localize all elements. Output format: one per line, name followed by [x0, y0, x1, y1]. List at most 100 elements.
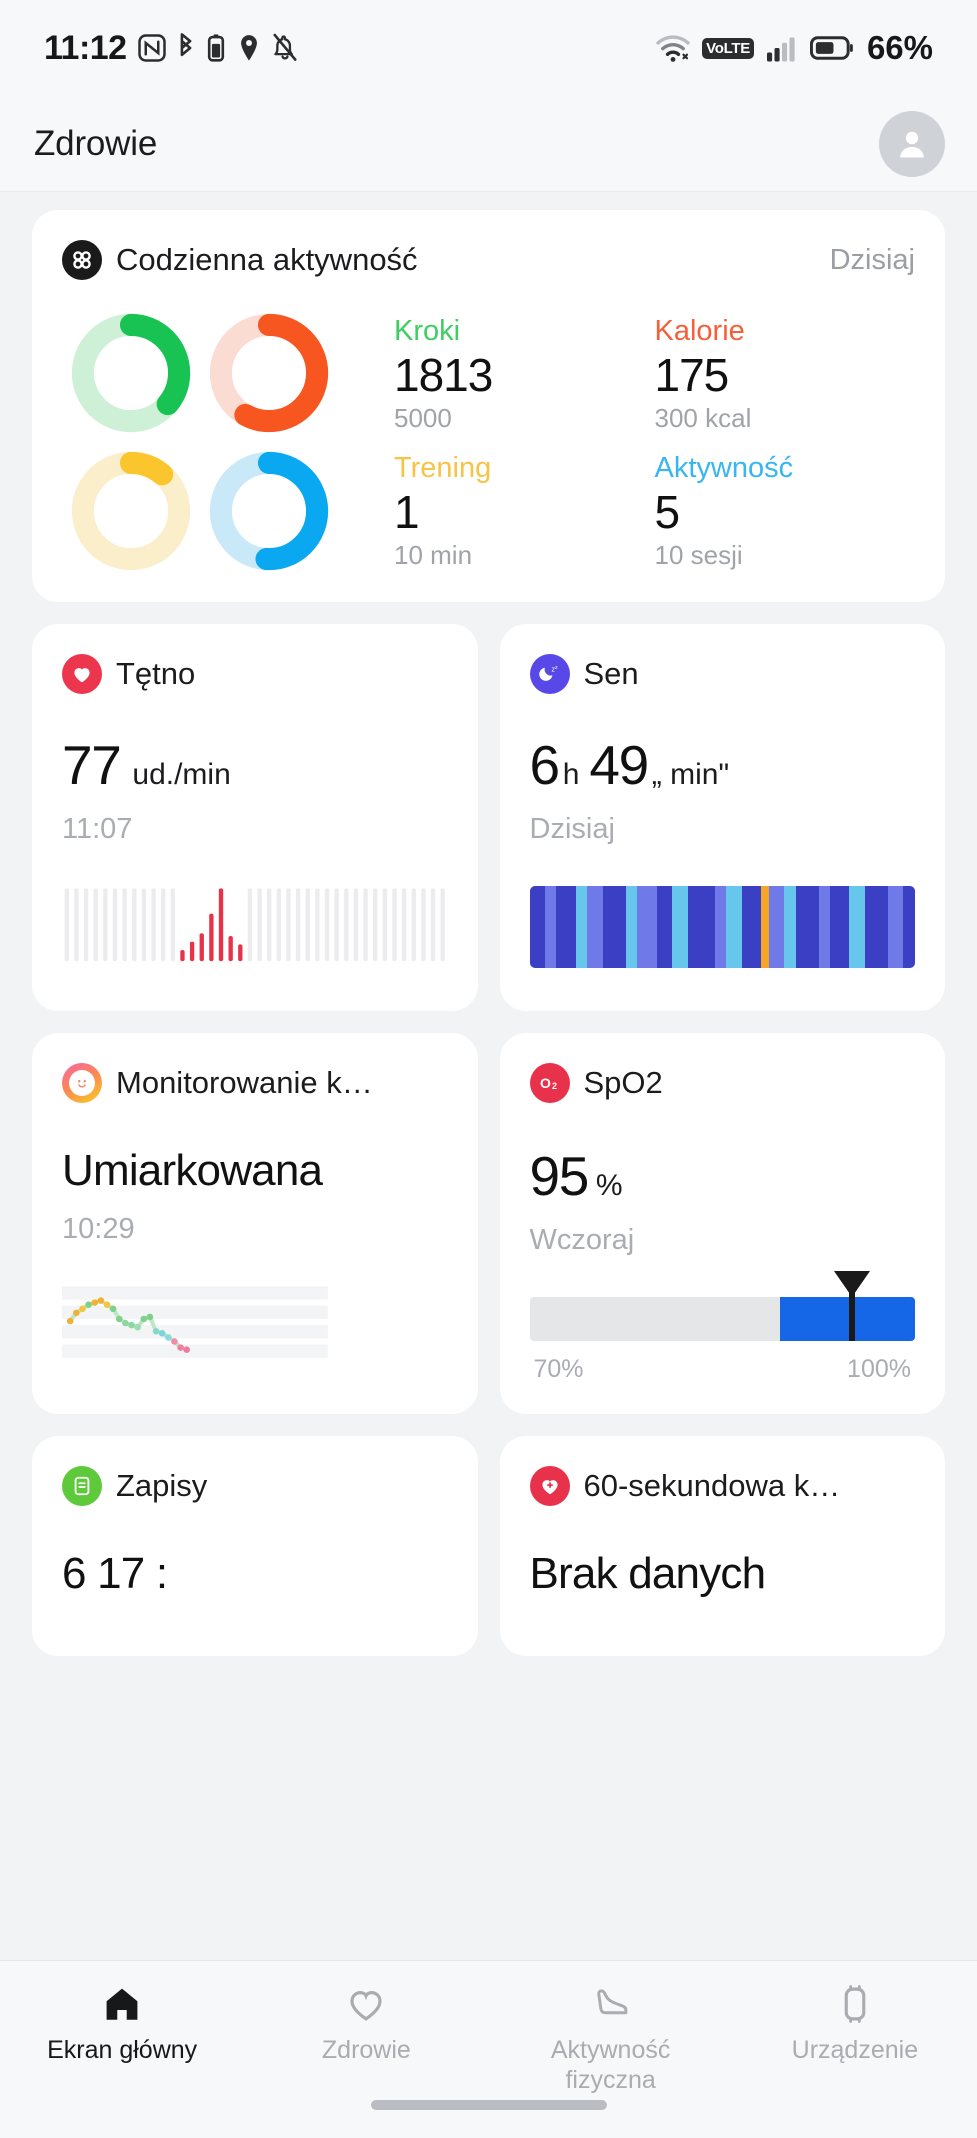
nav-label-home: Ekran główny — [47, 2036, 198, 2064]
stat-steps[interactable]: Kroki 1813 5000 — [394, 314, 655, 439]
bluetooth-icon — [180, 33, 191, 57]
sleep-segment-deep — [602, 886, 626, 968]
sleep-header: z z Sen — [529, 654, 916, 694]
stat-activity[interactable]: Aktywność 5 10 sesji — [655, 451, 916, 576]
stat-calories-goal: 300 kcal — [654, 402, 752, 433]
nav-item-fitness[interactable]: Aktywność fizyczna — [489, 1983, 733, 2095]
nav-item-device[interactable]: Urządzenie — [733, 1983, 977, 2065]
home-indicator[interactable] — [370, 2100, 607, 2110]
notes-icon — [62, 1466, 102, 1506]
daily-activity-header: Codzienna aktywność Dzisiaj — [62, 240, 915, 280]
records-card[interactable]: Zapisy 6 17 : — [32, 1436, 478, 1656]
mood-time: 10:29 — [62, 1213, 135, 1245]
daily-activity-title: Codzienna aktywność — [116, 242, 418, 277]
sleep-hours: 6 — [529, 734, 561, 796]
stat-training-value: 1 — [394, 485, 420, 538]
sleep-segment-deep — [556, 886, 576, 968]
o2-icon: O 2 — [529, 1063, 570, 1103]
heart-rate-sparkline — [64, 888, 445, 962]
heart-rate-reading: 77 ud./min — [62, 738, 448, 793]
heart-rate-card[interactable]: Tętno 77 ud./min 11:07 — [32, 624, 478, 1011]
person-icon — [900, 131, 924, 157]
sleep-segment-rem — [849, 886, 865, 968]
svg-text:2: 2 — [552, 1081, 557, 1091]
sleep-date: Dzisiaj — [529, 813, 615, 845]
stat-activity-value: 5 — [654, 485, 681, 538]
sleep-segment-light — [714, 886, 727, 968]
training-ring — [71, 451, 191, 571]
svg-text:z: z — [555, 665, 558, 671]
spo2-date: Wczoraj — [529, 1224, 635, 1256]
sleep-minutes: 49 — [589, 734, 649, 796]
activity-rings-icon — [62, 240, 102, 280]
heart-rate-time: 11:07 — [62, 813, 133, 845]
sleep-segment-light — [768, 886, 784, 968]
heart-icon — [62, 654, 102, 694]
nav-item-home[interactable]: Ekran główny — [0, 1983, 244, 2065]
records-title: Zapisy — [116, 1468, 208, 1503]
sleep-segment-light — [544, 886, 557, 968]
heart-plus-icon — [529, 1466, 570, 1506]
sleep-minutes-unit: „ min" — [651, 758, 730, 791]
stat-calories[interactable]: Kalorie 175 300 kcal — [655, 314, 916, 439]
daily-activity-date: Dzisiaj — [829, 243, 915, 276]
mood-trend-chart — [62, 1286, 328, 1358]
sixty-second-header: 60-sekundowa k… — [529, 1466, 916, 1506]
sixty-second-title: 60-sekundowa k… — [583, 1468, 841, 1503]
sleep-reading: 6 h 49 „ min" — [530, 738, 916, 793]
location-icon — [240, 35, 257, 61]
sleep-card[interactable]: z z Sen 6 h 49 „ min" Dzisiaj — [499, 624, 945, 1011]
nav-item-health[interactable]: Zdrowie — [244, 1983, 488, 2065]
nfc-icon — [137, 34, 166, 62]
steps-ring — [71, 313, 191, 433]
app-header: Zdrowie — [0, 96, 977, 192]
stat-activity-goal: 10 sesji — [654, 539, 743, 570]
sixty-second-card[interactable]: 60-sekundowa k… Brak danych — [499, 1436, 945, 1656]
sleep-segment-awake — [760, 886, 769, 968]
activity-rings — [66, 308, 334, 576]
sleep-segment-rem — [726, 886, 742, 968]
spo2-range-bar: 70% 100% — [529, 1271, 915, 1384]
mood-header: Monitorowanie k… — [62, 1063, 448, 1103]
sleep-segment-rem — [672, 886, 688, 968]
heart-rate-unit: ud./min — [132, 758, 231, 791]
status-time: 11:12 — [44, 28, 127, 67]
sleep-title: Sen — [583, 656, 639, 691]
spo2-bar — [529, 1271, 915, 1341]
heart-outline-icon — [350, 1991, 382, 2021]
stat-calories-label: Kalorie — [654, 315, 745, 347]
spo2-fill — [780, 1297, 915, 1341]
sleep-segment-light — [888, 886, 904, 968]
battery-percent: 66% — [866, 29, 933, 66]
mood-card[interactable]: Monitorowanie k… Umiarkowana 10:29 — [32, 1033, 478, 1414]
home-icon — [106, 1988, 138, 2020]
nav-label-health: Zdrowie — [321, 2036, 411, 2064]
spo2-title: SpO2 — [583, 1065, 663, 1100]
status-bar: 11:12 VoLTE — [0, 0, 977, 96]
sleep-segment-deep — [830, 886, 850, 968]
nav-label-device: Urządzenie — [791, 2036, 919, 2064]
dashboard-content: Codzienna aktywność Dzisiaj — [0, 192, 977, 1678]
spo2-value: 95 — [529, 1145, 590, 1207]
heart-rate-value: 77 — [62, 734, 122, 796]
heart-rate-header: Tętno — [62, 654, 448, 694]
spo2-scale-min: 70% — [533, 1355, 584, 1383]
daily-activity-card[interactable]: Codzienna aktywność Dzisiaj — [32, 210, 945, 602]
daily-activity-body: Kroki 1813 5000 Kalorie 175 300 kcal Tre… — [62, 308, 915, 576]
avatar[interactable] — [879, 110, 945, 177]
sleep-stage-chart — [529, 886, 915, 968]
stat-training[interactable]: Trening 1 10 min — [394, 451, 655, 576]
records-value: 6 17 : — [62, 1549, 168, 1598]
spo2-reading: 95 % — [530, 1149, 916, 1204]
sleep-segment-rem — [575, 886, 588, 968]
mute-bell-icon — [273, 33, 297, 61]
stat-training-goal: 10 min — [394, 539, 473, 570]
sleep-segment-deep — [795, 886, 819, 968]
sixty-second-value: Brak danych — [529, 1549, 767, 1598]
mood-title: Monitorowanie k… — [116, 1065, 373, 1100]
phone-battery-icon — [207, 34, 224, 62]
spo2-card[interactable]: O 2 SpO2 95 % Wczoraj 70% 100% — [499, 1033, 945, 1414]
row-heart-sleep: Tętno 77 ud./min 11:07 z z Sen — [32, 624, 945, 1033]
sleep-segment-deep — [656, 886, 673, 968]
wifi-icon — [656, 35, 690, 62]
